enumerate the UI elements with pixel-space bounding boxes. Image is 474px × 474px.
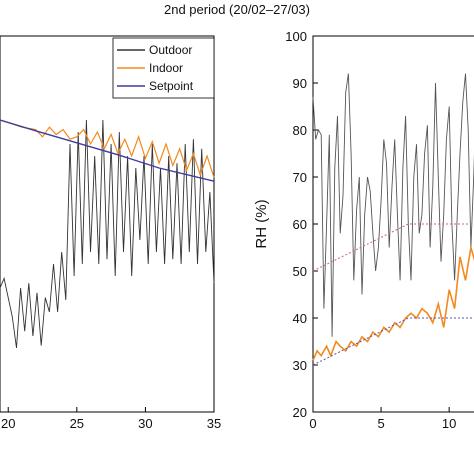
left-x-tick-label: 35: [207, 416, 221, 431]
left-x-tick-label: 25: [70, 416, 84, 431]
right-series-1-line: [312, 247, 474, 361]
right-y-tick-label: 30: [293, 358, 307, 373]
left-series-outdoor-line: [0, 119, 215, 349]
left-series-setpoint-line: [0, 119, 215, 182]
legend-box: [112, 37, 215, 99]
right-y-axis-label: RH (%): [253, 199, 270, 248]
right-series-2-line: [312, 223, 474, 272]
right-y-tick-label: 90: [293, 76, 307, 91]
legend-label-indoor: Indoor: [149, 61, 183, 75]
left-x-tick-label: 20: [1, 416, 15, 431]
legend-label-setpoint: Setpoint: [149, 79, 194, 93]
right-x-tick-label: 5: [377, 416, 384, 431]
left-plot-frame: [0, 35, 215, 413]
legend-label-outdoor: Outdoor: [149, 43, 192, 57]
right-series-3-line: [312, 317, 474, 366]
right-y-tick-label: 80: [293, 123, 307, 138]
chart-title: 2nd period (20/02–27/03): [163, 2, 310, 17]
right-x-tick-label: 10: [442, 416, 456, 431]
right-y-tick-label: 100: [285, 29, 307, 44]
left-series-indoor-line: [0, 119, 215, 178]
right-y-tick-label: 20: [293, 405, 307, 420]
right-y-tick-label: 50: [293, 264, 307, 279]
right-y-tick-label: 40: [293, 311, 307, 326]
right-y-tick-label: 70: [293, 170, 307, 185]
right-plot-frame: [312, 35, 474, 413]
right-y-tick-label: 60: [293, 217, 307, 232]
right-series-0-line: [312, 73, 474, 337]
right-x-tick-label: 0: [309, 416, 316, 431]
left-x-tick-label: 30: [138, 416, 152, 431]
